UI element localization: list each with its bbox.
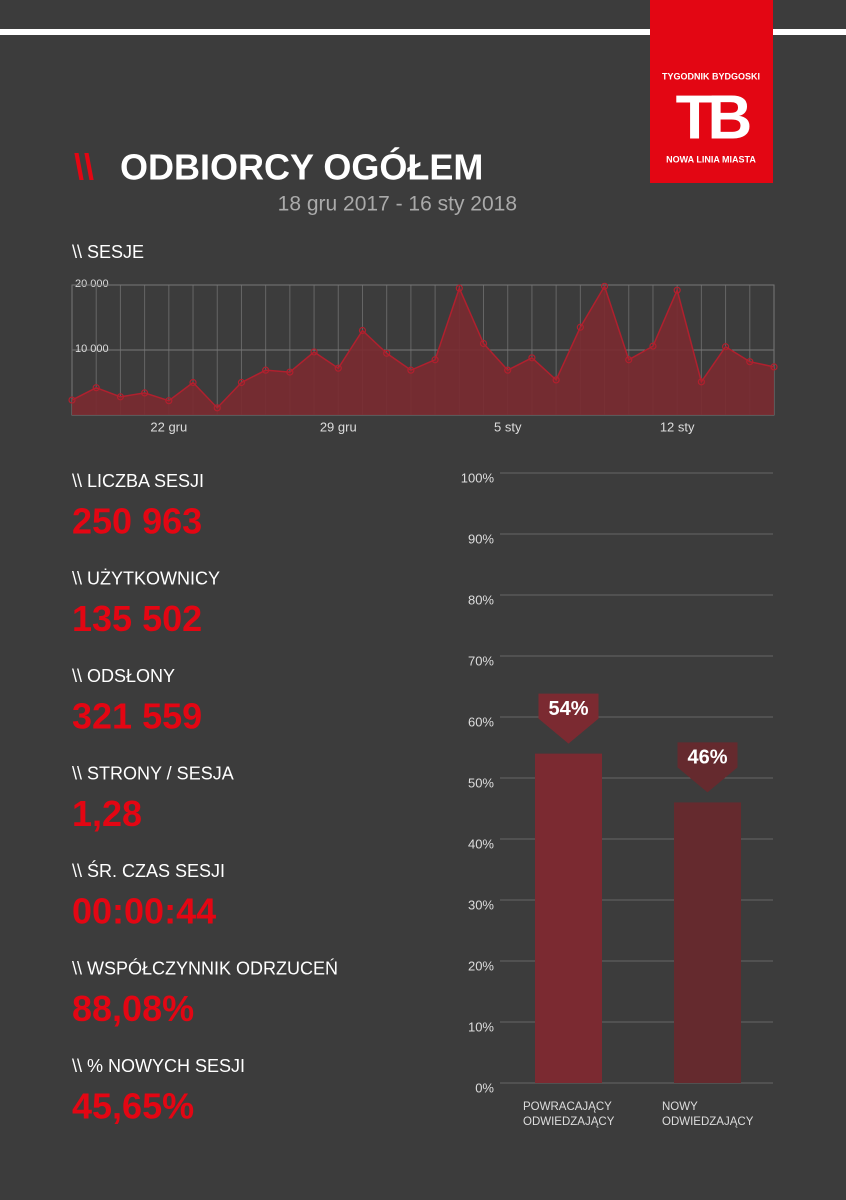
point (673, 286, 681, 294)
y-tick-label: 60% (468, 714, 494, 729)
logo-top: TYGODNIK BYDGOSKI (662, 71, 760, 81)
point (310, 348, 318, 356)
bar (674, 802, 741, 1083)
value-badge (677, 742, 738, 793)
y-tick-label: 10 000 (75, 343, 109, 355)
logo-box (650, 0, 773, 183)
y-tick-label: 30% (468, 897, 494, 912)
point (746, 358, 754, 366)
y-tick-label: 40% (468, 836, 494, 851)
point (407, 366, 415, 374)
point (552, 376, 560, 384)
stat-value: 00:00:44 (72, 891, 216, 932)
y-tick-label: 70% (468, 653, 494, 668)
y-tick-label: 20% (468, 958, 494, 973)
point (649, 342, 657, 350)
area (72, 286, 774, 415)
y-tick-label: 20 000 (75, 278, 109, 290)
x-tick-label: 29 gru (320, 419, 357, 434)
point (165, 397, 173, 405)
point (528, 354, 536, 362)
point (431, 356, 439, 364)
value-label: 54% (548, 698, 588, 720)
stat-value: 88,08% (72, 988, 194, 1029)
x-tick-label: 5 sty (494, 419, 522, 434)
y-tick-label: 10% (468, 1019, 494, 1034)
y-tick-label: 0% (475, 1080, 494, 1095)
point (383, 349, 391, 357)
title: ODBIORCY OGÓŁEM (120, 146, 483, 188)
date-range: 18 gru 2017 - 16 sty 2018 (278, 193, 517, 216)
point (600, 282, 609, 290)
stat-label: \\ ODSŁONY (72, 666, 175, 686)
stat-label: \\ LICZBA SESJI (72, 471, 204, 491)
point (237, 378, 246, 387)
point (697, 378, 705, 386)
y-tick-label: 50% (468, 775, 494, 790)
logo-mark: TB (676, 83, 750, 152)
point (576, 323, 584, 331)
stat-label: \\ WSPÓŁCZYNNIK ODRZUCEŃ (72, 957, 338, 978)
point (625, 356, 633, 364)
x-tick-label: NOWY (662, 1101, 698, 1113)
stat-value: 1,28 (72, 793, 142, 834)
x-tick-label: 12 sty (660, 419, 695, 434)
point (479, 339, 488, 348)
stat-label: \\ UŻYTKOWNICY (72, 568, 220, 588)
point (116, 393, 125, 401)
stat-label: \\ ŚR. CZAS SESJI (72, 860, 225, 881)
point (504, 366, 512, 374)
x-tick-label: 22 gru (150, 419, 187, 434)
x-tick-label: ODWIEDZAJĄCY (523, 1116, 615, 1128)
point (92, 384, 100, 392)
point (358, 326, 367, 335)
y-tick-label: 100% (461, 470, 495, 485)
stat-value: 250 963 (72, 501, 202, 542)
x-tick-label: ODWIEDZAJĄCY (662, 1116, 754, 1128)
y-tick-label: 80% (468, 592, 494, 607)
title-prefix: \\ (74, 147, 94, 188)
point (721, 343, 730, 351)
x-tick-label: POWRACAJĄCY (523, 1101, 612, 1113)
line (71, 284, 775, 409)
stat-value: 45,65% (72, 1086, 194, 1127)
point (770, 363, 778, 371)
value-badge (538, 693, 599, 744)
bar (535, 753, 602, 1083)
value-label: 46% (687, 747, 727, 769)
point (455, 284, 463, 292)
stat-value: 135 502 (72, 598, 202, 639)
top-stripe (0, 29, 846, 35)
y-tick-label: 90% (468, 531, 494, 546)
point (334, 364, 342, 372)
point (286, 368, 294, 376)
stat-label: \\ % NOWYCH SESJI (72, 1056, 245, 1076)
stat-value: 321 559 (72, 696, 202, 737)
point (189, 378, 197, 387)
logo-bottom: NOWA LINIA MIASTA (666, 154, 756, 164)
point (213, 404, 221, 412)
section-label: \\ SESJE (72, 242, 144, 262)
stat-label: \\ STRONY / SESJA (72, 763, 234, 783)
point (68, 396, 76, 404)
point (141, 389, 149, 397)
point (262, 366, 270, 374)
